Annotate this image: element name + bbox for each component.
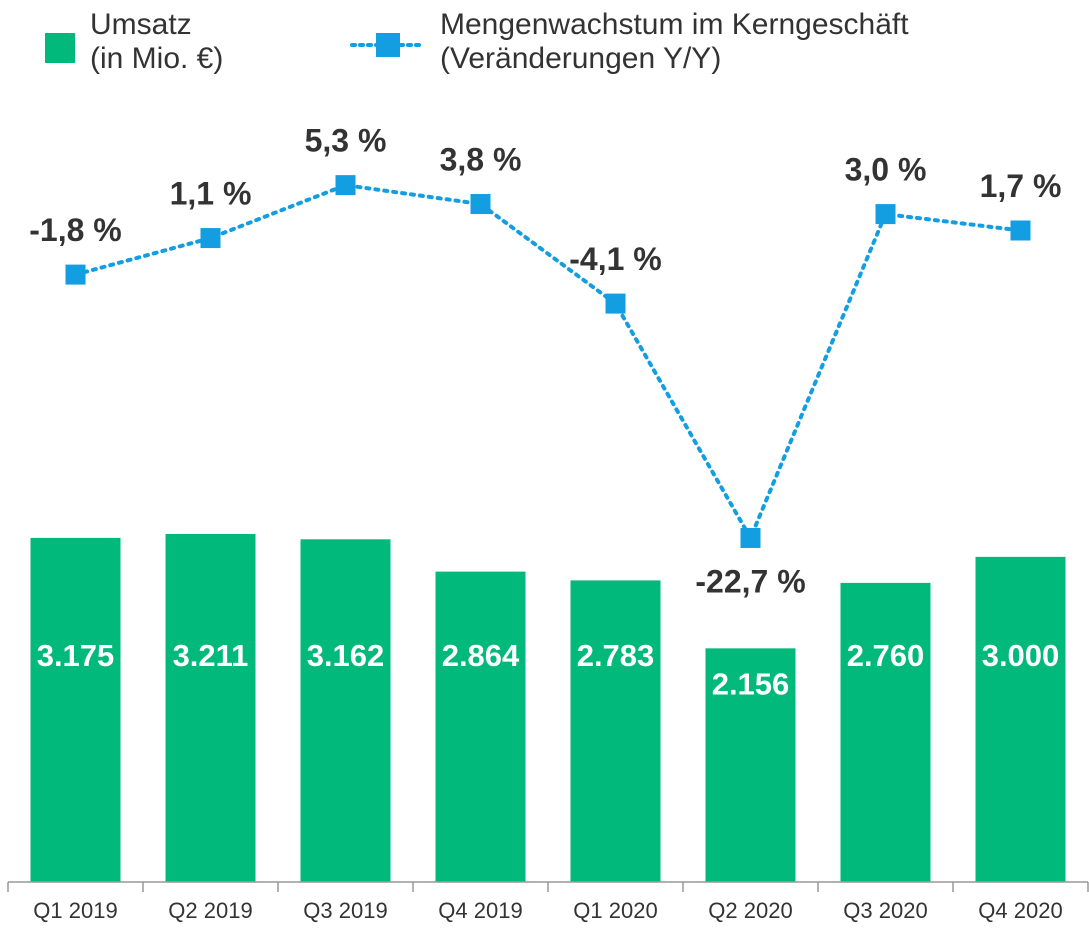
bar-value-label: 2.760	[847, 638, 925, 673]
x-tick-label: Q1 2019	[33, 898, 117, 923]
bar	[975, 556, 1066, 882]
bar	[840, 582, 931, 882]
x-tick-label: Q3 2020	[843, 898, 927, 923]
line-value-label: -1,8 %	[29, 212, 121, 248]
bar-value-label: 3.162	[307, 638, 385, 673]
x-tick-label: Q2 2020	[708, 898, 792, 923]
bar	[30, 537, 121, 882]
line-value-label: -22,7 %	[695, 563, 805, 599]
bar-value-label: 2.156	[712, 667, 790, 702]
line-marker	[740, 527, 761, 548]
line-value-label: -4,1 %	[569, 241, 661, 277]
x-tick-label: Q4 2020	[978, 898, 1062, 923]
bar	[300, 539, 391, 882]
x-tick-label: Q3 2019	[303, 898, 387, 923]
line	[73, 183, 1023, 543]
line-value-label: 3,0 %	[845, 152, 927, 188]
bar-value-label: 3.211	[173, 638, 249, 673]
line-marker	[1010, 220, 1031, 241]
line-marker	[875, 204, 896, 225]
line-marker	[605, 293, 626, 314]
bar-value-label: 2.783	[577, 638, 655, 673]
line-value-label: 1,7 %	[980, 168, 1062, 204]
x-tick-label: Q4 2019	[438, 898, 522, 923]
x-tick-label: Q2 2019	[168, 898, 252, 923]
x-tick-label: Q1 2020	[573, 898, 657, 923]
bar	[570, 580, 661, 882]
bar-value-label: 3.000	[982, 638, 1060, 673]
legend-swatch-bar	[45, 33, 75, 63]
line-value-label: 5,3 %	[305, 123, 387, 159]
legend-entry: Umsatz (in Mio. €)	[90, 8, 224, 75]
bar-value-label: 3.175	[37, 638, 115, 673]
bar-value-label: 2.864	[442, 638, 520, 673]
legend-swatch-marker	[376, 33, 400, 57]
bar	[165, 534, 256, 882]
line-marker	[335, 175, 356, 196]
line-marker	[65, 264, 86, 285]
line-value-label: 1,1 %	[170, 176, 252, 212]
bar	[705, 648, 796, 882]
legend-entry: Mengenwachstum im Kerngeschäft (Veränder…	[440, 8, 909, 75]
bar	[435, 571, 526, 882]
line-marker	[470, 194, 491, 215]
line-marker	[200, 228, 221, 249]
line-value-label: 3,8 %	[440, 141, 522, 177]
